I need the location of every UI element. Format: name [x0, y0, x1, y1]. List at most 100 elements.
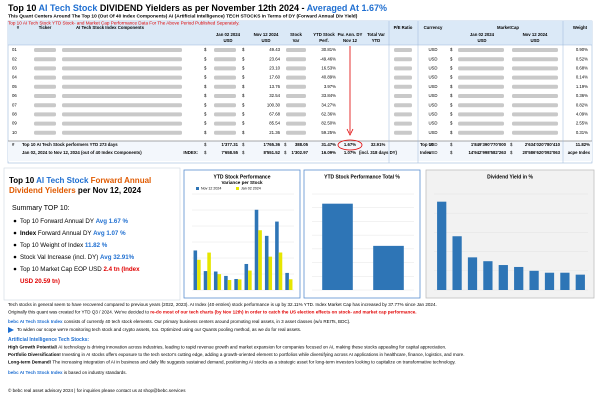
redacted-cell: [286, 84, 306, 89]
currency-symbol: $: [510, 142, 513, 147]
performance-cell: 82.50%: [321, 121, 336, 126]
summary-bullet: USD 20.59 tn): [20, 278, 60, 285]
summary-bullet: Top 10 Weight of Index 11.82 %: [20, 242, 108, 249]
summary-cell: 1'302.97: [291, 150, 308, 155]
redacted-cell: [512, 57, 558, 62]
footer-paragraph-part: AI technology is driving innovation acro…: [57, 345, 446, 350]
bar: [285, 272, 289, 290]
weight-cell: 0.90%: [576, 47, 588, 52]
summary-cell: USD: [428, 150, 437, 155]
summary-bullet: Index Forward Annual DY Avg 1.07 %: [20, 230, 126, 237]
currency-symbol: $: [450, 93, 453, 98]
currency-symbol: $: [242, 150, 245, 155]
column-subheader: USD: [223, 38, 232, 43]
footer-paragraph-part: is based on industry standards.: [63, 370, 127, 375]
footer-paragraph-part: re-do most of our tech charts (by Nov 12…: [150, 310, 416, 315]
row-number: 04: [12, 75, 17, 80]
summary-heading-part: Dividend Yielders: [9, 186, 76, 195]
weight-cell: 0.82%: [576, 102, 588, 107]
redacted-cell: [512, 84, 558, 89]
redacted-cell: [458, 94, 504, 98]
summary-bullet: Top 10 Market Cap EOP USD 2.4 tn (Index: [20, 266, 140, 273]
bar: [193, 250, 198, 290]
bullet: [13, 243, 17, 247]
price-cell: 85.54: [269, 121, 280, 126]
currency-symbol: $: [242, 84, 245, 89]
redacted-cell: [34, 94, 56, 98]
chart-title: YTD Stock Performance Total %: [324, 174, 400, 180]
redacted-cell: [286, 94, 306, 98]
price-cell: 67.68: [269, 112, 280, 117]
redacted-cell: [394, 66, 412, 71]
redacted-cell: [458, 84, 504, 89]
bar: [227, 280, 232, 290]
summary-cell: 1'377.31: [221, 142, 238, 147]
currency-symbol: $: [242, 112, 245, 117]
redacted-cell: [394, 103, 412, 108]
footer-paragraph-part: To widen our scope we're monitoring tech…: [17, 327, 301, 332]
weight-cell: 1.19%: [576, 84, 588, 89]
redacted-cell: [458, 112, 504, 117]
redacted-cell: [62, 112, 182, 117]
footer-paragraph-part: consists of currently 40 tech stock elem…: [63, 319, 351, 324]
redacted-cell: [214, 84, 236, 89]
currency-symbol: $: [450, 102, 453, 107]
redacted-cell: [286, 66, 306, 71]
summary-cell: 2'634'020'780'410: [525, 142, 561, 147]
row-number: 02: [12, 56, 17, 61]
currency-cell: USD: [428, 47, 437, 52]
chart-title: Dividend Yield in %: [487, 174, 533, 180]
bar: [575, 274, 585, 290]
redacted-cell: [512, 103, 558, 108]
redacted-cell: [286, 57, 306, 62]
bullet: [13, 231, 17, 235]
redacted-cell: [458, 130, 504, 135]
page-title-part: AI Tech Stock: [39, 3, 99, 13]
performance-cell: 30.81%: [321, 47, 336, 52]
column-subheader: YTD: [372, 38, 381, 43]
redacted-cell: [34, 130, 56, 135]
bar: [275, 221, 279, 290]
redacted-cell: [62, 121, 182, 126]
performance-cell: 62.36%: [321, 112, 336, 117]
page-note: Top 10 AI Tech Stock YTD Stock- and Mark…: [8, 21, 240, 26]
footer-paragraph: Portfolio Diversification! Investing in …: [8, 352, 464, 357]
footer-paragraph: bebc AI Tech Stock Index consists of cur…: [8, 319, 350, 324]
bar: [197, 259, 201, 290]
summary-bullet-part: Avg 32.91%: [100, 254, 135, 261]
currency-cell: USD: [428, 84, 437, 89]
table-header-bg: [8, 21, 592, 45]
redacted-cell: [458, 121, 504, 126]
redacted-cell: [458, 103, 504, 108]
price-cell: 21.36: [269, 130, 280, 135]
redacted-cell: [394, 48, 412, 52]
redacted-cell: [34, 121, 56, 126]
currency-symbol: $: [204, 75, 207, 80]
summary-heading: Dividend Yielders per Nov 12, 2024: [9, 186, 142, 195]
column-subheader: Nov 12: [343, 38, 358, 43]
footer-paragraph: To widen our scope we're monitoring tech…: [17, 327, 301, 332]
bar: [244, 263, 249, 290]
currency-symbol: $: [450, 112, 453, 117]
footer-paragraph: Originally this quant was created for YT…: [8, 310, 417, 315]
redacted-cell: [458, 66, 504, 71]
redacted-cell: [214, 57, 236, 62]
bar: [529, 270, 539, 290]
currency-symbol: $: [204, 47, 207, 52]
legend-label: Jan 02 2024: [241, 187, 261, 191]
summary-bullet-part: Top 10 Weight of Index: [20, 242, 85, 249]
redacted-cell: [62, 103, 182, 108]
page-subtitle-part: This Quant Centers Around The Top 10 (Ou…: [8, 14, 358, 20]
column-header: Nov 12 2024: [254, 32, 279, 37]
row-number: 06: [12, 93, 17, 98]
summary-heading-part: Top 10: [9, 176, 36, 185]
row-number: 03: [12, 66, 17, 71]
redacted-cell: [214, 48, 236, 52]
footer-paragraph: bebc AI Tech Stock Index is based on ind…: [8, 370, 127, 375]
bar: [248, 270, 252, 290]
summary-cell: Index: [420, 150, 432, 155]
currency-symbol: $: [450, 56, 453, 61]
summary-cell: INDEX:: [183, 150, 198, 155]
redacted-cell: [512, 48, 558, 52]
